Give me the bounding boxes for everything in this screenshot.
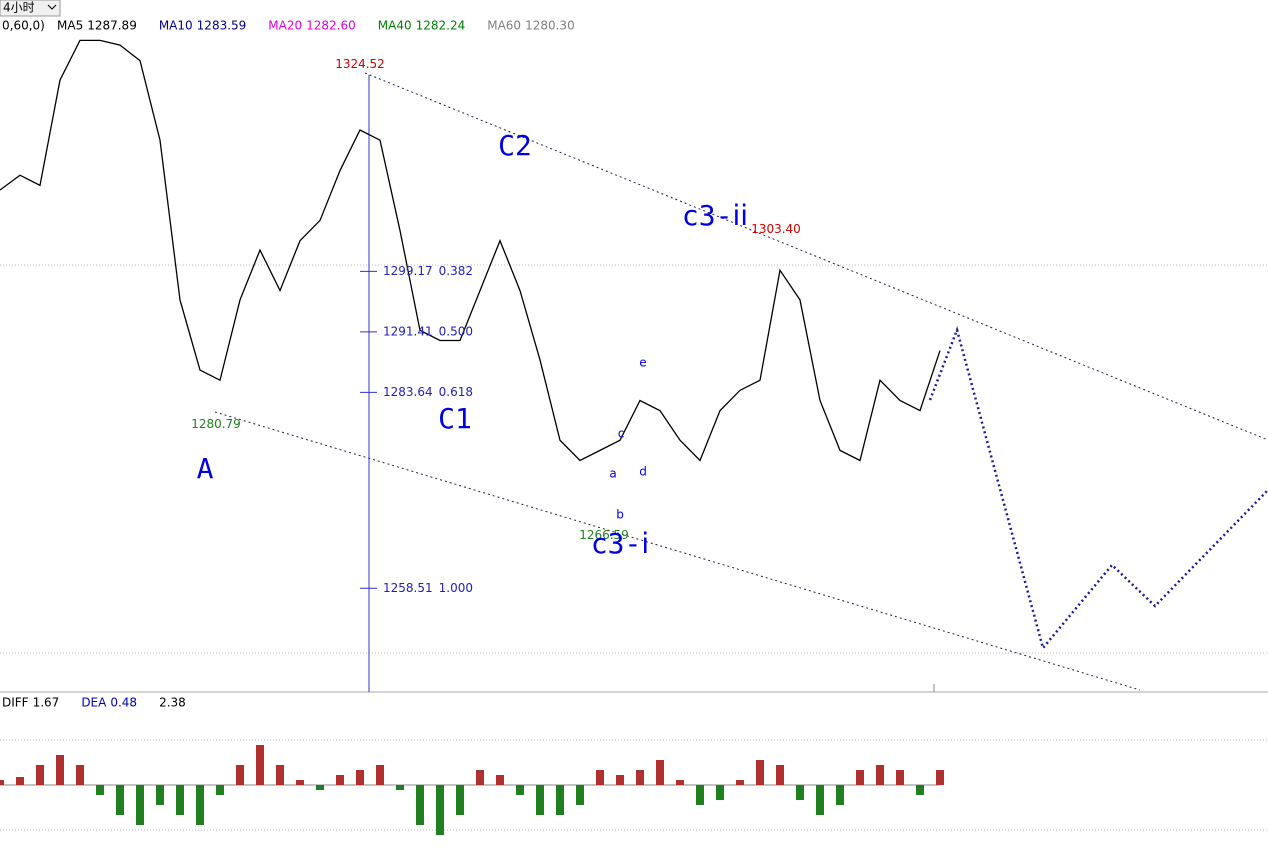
macd-bar bbox=[56, 755, 64, 785]
legend-name: MA40 bbox=[378, 19, 412, 33]
legend-name: MA60 bbox=[487, 19, 521, 33]
trend-line bbox=[214, 411, 1141, 691]
period-label: 4小时 bbox=[3, 1, 35, 15]
dropdown-arrow bbox=[47, 4, 57, 10]
macd-value: 0.48 bbox=[110, 696, 137, 710]
fib-price: 1283.64 bbox=[383, 385, 433, 399]
fib-price: 1258.51 bbox=[383, 581, 433, 595]
fib-price: 1291.41 bbox=[383, 324, 433, 338]
macd-name: DIFF bbox=[2, 696, 29, 710]
macd-bar bbox=[176, 785, 184, 815]
macd-bar bbox=[656, 760, 664, 785]
wave-label: C2 bbox=[498, 129, 532, 162]
macd-bar bbox=[876, 765, 884, 785]
macd-bar bbox=[596, 770, 604, 785]
macd-bar bbox=[936, 770, 944, 785]
fib-ratio: 0.618 bbox=[439, 385, 473, 399]
macd-bar bbox=[856, 770, 864, 785]
macd-bar bbox=[416, 785, 424, 825]
wave-label: c3-ⅰ bbox=[591, 527, 649, 560]
macd-bar bbox=[496, 775, 504, 785]
price-label: 1280.79 bbox=[191, 417, 241, 431]
macd-bar bbox=[836, 785, 844, 805]
legend-value: 1283.59 bbox=[197, 19, 247, 33]
macd-bar bbox=[516, 785, 524, 795]
sub-wave-label: e bbox=[639, 356, 646, 370]
macd-bar bbox=[796, 785, 804, 800]
legend-value: 1287.89 bbox=[87, 19, 137, 33]
macd-bar bbox=[816, 785, 824, 815]
macd-bar bbox=[236, 765, 244, 785]
wave-label: C1 bbox=[438, 402, 472, 435]
macd-bar bbox=[616, 775, 624, 785]
macd-bar bbox=[636, 770, 644, 785]
macd-bar bbox=[96, 785, 104, 795]
macd-bar bbox=[316, 785, 324, 790]
wave-label: A bbox=[197, 452, 214, 485]
macd-bar bbox=[576, 785, 584, 805]
price-label: 1266.59 bbox=[579, 528, 629, 542]
macd-bar bbox=[116, 785, 124, 815]
macd-bar bbox=[0, 780, 4, 785]
macd-bar bbox=[396, 785, 404, 790]
sub-wave-label: c bbox=[618, 427, 625, 441]
macd-bar bbox=[156, 785, 164, 805]
sub-wave-label: a bbox=[609, 467, 616, 481]
legend-name: MA5 bbox=[57, 19, 83, 33]
legend-name: MA10 bbox=[159, 19, 193, 33]
macd-bar bbox=[356, 770, 364, 785]
macd-bar bbox=[676, 780, 684, 785]
macd-bar bbox=[476, 770, 484, 785]
macd-bar bbox=[756, 760, 764, 785]
macd-bar bbox=[456, 785, 464, 815]
price-label: 1324.52 bbox=[335, 57, 385, 71]
macd-bar bbox=[36, 765, 44, 785]
macd-bar bbox=[556, 785, 564, 815]
macd-bar bbox=[336, 775, 344, 785]
fib-ratio: 0.382 bbox=[439, 264, 473, 278]
macd-name: DEA bbox=[81, 696, 107, 710]
legend-value: 1282.24 bbox=[416, 19, 466, 33]
price-label: 1303.40 bbox=[751, 222, 801, 236]
macd-bar bbox=[776, 765, 784, 785]
fib-ratio: 0.500 bbox=[439, 324, 473, 338]
macd-bar bbox=[736, 780, 744, 785]
macd-bar bbox=[196, 785, 204, 825]
macd-bar bbox=[916, 785, 924, 795]
macd-bar bbox=[716, 785, 724, 800]
legend-prefix: 0,60,0) bbox=[2, 19, 45, 33]
projection-path bbox=[928, 325, 1268, 651]
wave-label: c3-ⅰⅰ bbox=[682, 199, 748, 232]
macd-bar bbox=[216, 785, 224, 795]
macd-bar bbox=[436, 785, 444, 835]
fib-price: 1299.17 bbox=[383, 264, 433, 278]
price-line bbox=[0, 39, 941, 462]
macd-bar bbox=[896, 770, 904, 785]
macd-bar bbox=[376, 765, 384, 785]
macd-bar bbox=[76, 765, 84, 785]
sub-wave-label: d bbox=[639, 465, 647, 479]
macd-bar bbox=[256, 745, 264, 785]
legend-name: MA20 bbox=[268, 19, 302, 33]
macd-value: 2.38 bbox=[159, 696, 186, 710]
legend-value: 1280.30 bbox=[525, 19, 575, 33]
macd-bar bbox=[536, 785, 544, 815]
macd-value: 1.67 bbox=[33, 696, 60, 710]
sub-wave-label: b bbox=[616, 508, 624, 522]
legend-value: 1282.60 bbox=[306, 19, 356, 33]
macd-bar bbox=[136, 785, 144, 825]
macd-bar bbox=[296, 780, 304, 785]
macd-bar bbox=[16, 777, 24, 785]
macd-bar bbox=[696, 785, 704, 805]
macd-bar bbox=[276, 765, 284, 785]
fib-ratio: 1.000 bbox=[439, 581, 473, 595]
period-dropdown[interactable] bbox=[0, 0, 61, 17]
